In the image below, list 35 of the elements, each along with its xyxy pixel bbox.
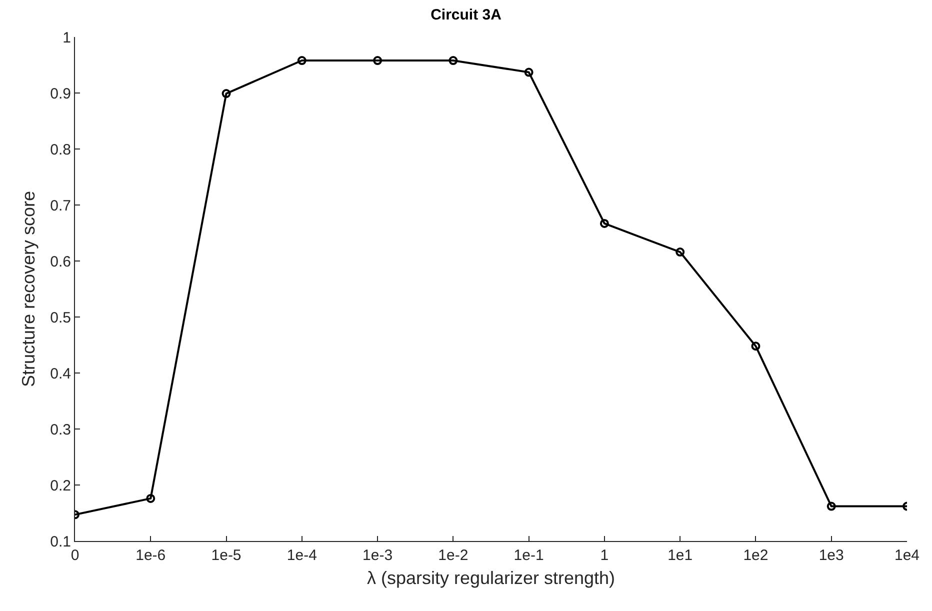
y-axis-title: Structure recovery score <box>18 190 38 388</box>
point <box>524 68 534 77</box>
x-tick-label: 1e3 <box>818 547 844 564</box>
x-tick-label: 1e1 <box>668 547 693 564</box>
y-tick-label: 1 <box>62 29 71 46</box>
x-tick-label: 0 <box>70 547 80 564</box>
point <box>751 342 760 351</box>
y-tick-label: 0.3 <box>50 421 71 438</box>
point <box>676 248 685 257</box>
x-tick-label: 1e2 <box>743 547 768 564</box>
y-tick-label: 0.6 <box>50 253 71 270</box>
x-tick-label: 1e-2 <box>438 547 468 564</box>
point <box>373 56 382 66</box>
x-axis-title: λ (sparsity regularizer strength) <box>366 568 616 588</box>
point <box>222 89 231 98</box>
x-tick-label: 1 <box>600 547 609 564</box>
y-tick-label: 0.8 <box>50 141 71 158</box>
y-tick-label: 0.1 <box>50 533 71 550</box>
point <box>826 502 836 511</box>
x-tick-label: 1e-1 <box>514 547 544 564</box>
chart-title: Circuit 3A <box>430 6 502 24</box>
x-tick-label: 1e-5 <box>211 547 242 564</box>
point <box>297 56 306 66</box>
y-tick-label: 0.9 <box>50 85 71 102</box>
x-tick-label: 1e-6 <box>136 547 166 564</box>
x-tick-label: 1e-3 <box>362 547 393 564</box>
point <box>146 494 156 503</box>
x-tick-label: 1e-4 <box>286 547 317 564</box>
y-tick-label: 0.7 <box>50 197 71 214</box>
point <box>448 56 458 66</box>
point <box>600 218 609 228</box>
y-tick-label: 0.2 <box>50 477 71 494</box>
y-tick-label: 0.4 <box>50 365 71 382</box>
y-tick-label: 0.5 <box>50 309 71 326</box>
x-tick-label: 1e4 <box>894 547 920 564</box>
